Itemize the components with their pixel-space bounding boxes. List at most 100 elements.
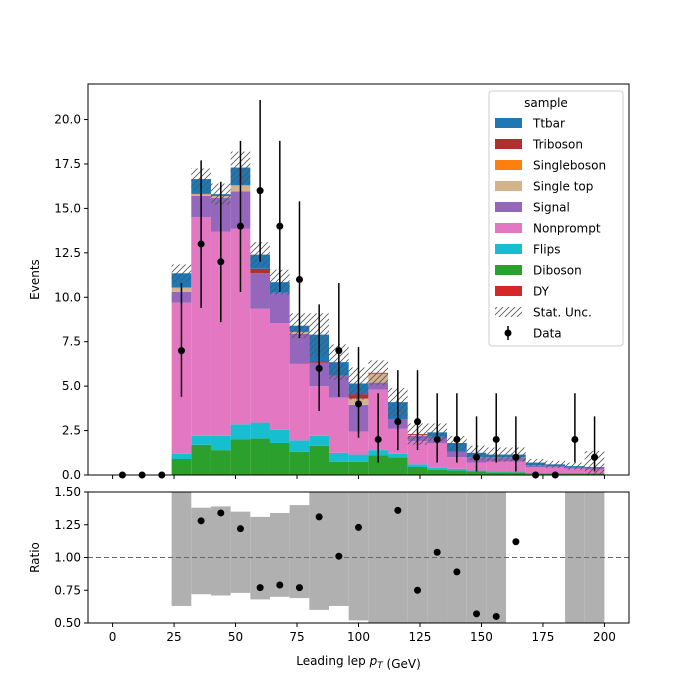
legend-swatch-stat-unc: [495, 307, 522, 317]
ratio-unc-band-5: [269, 512, 290, 597]
main-y-tick-label: 5.0: [62, 379, 81, 393]
data-point-3: [177, 347, 185, 355]
legend-label: Diboson: [533, 264, 582, 278]
ratio-unc-band-2: [210, 506, 231, 596]
data-point-7: [256, 187, 264, 195]
bar-flips-bin-5: [210, 435, 231, 451]
ratio-x-tick-label: 50: [228, 630, 243, 644]
bar-nonprompt-bin-8: [269, 323, 290, 430]
bar-nonprompt-bin-5: [210, 231, 231, 436]
legend-label: Signal: [533, 201, 570, 215]
legend-swatch-nonprompt: [495, 223, 522, 233]
bar-nonprompt-bin-19: [486, 461, 507, 472]
bar-diboson-bin-23: [565, 473, 585, 475]
ratio-unc-band-3: [230, 511, 251, 593]
ratio-point-0: [197, 517, 205, 525]
bar-nonprompt-bin-17: [447, 457, 467, 469]
bar-flips-bin-11: [328, 452, 349, 462]
bar-diboson-bin-10: [309, 445, 329, 475]
legend: sample Ttbar Triboson Singleboson Single top…: [488, 90, 624, 347]
data-point-12: [355, 400, 362, 408]
main-y-tick-label: 10.0: [54, 290, 81, 304]
ratio-y-tick-label: 1.00: [54, 551, 81, 565]
bar-diboson-bin-8: [269, 443, 290, 475]
bar-nonprompt-bin-23: [565, 468, 585, 474]
ratio-point-4: [276, 581, 284, 589]
bar-flips-bin-8: [269, 429, 290, 444]
ratio-y-tick-label: 1.25: [54, 518, 81, 532]
bar-diboson-bin-14: [388, 457, 408, 475]
legend-swatch-single-top: [495, 181, 522, 191]
data-point-13: [374, 435, 382, 443]
data-point-15: [414, 418, 422, 426]
bar-flips-bin-10: [309, 435, 329, 446]
bar-flips-bin-14: [388, 453, 408, 458]
main-y-tick-label: 15.0: [54, 201, 81, 215]
bar-signal-bin-7: [250, 273, 270, 309]
bar-diboson-bin-3: [171, 459, 192, 475]
ratio-x-tick-label: 150: [470, 630, 493, 644]
legend-swatch-data: [504, 329, 512, 337]
ratio-point-3: [256, 584, 264, 592]
ratio-x-tick-label: 25: [166, 630, 181, 644]
main-y-tick-label: 20.0: [54, 113, 81, 127]
bar-diboson-bin-4: [191, 444, 211, 475]
legend-title: sample: [524, 96, 568, 110]
bar-nonprompt-bin-12: [348, 431, 369, 455]
main-panel: 0.0 2.5 5.0 7.5 10.0 12.5 15.0 17.5 20.0 Events: [28, 83, 630, 482]
bar-diboson-bin-7: [250, 438, 270, 475]
data-point-23: [571, 435, 579, 443]
ratio-x-tick-label: 175: [531, 630, 554, 644]
bar-diboson-bin-6: [230, 439, 251, 475]
ratio-point-2: [236, 525, 244, 533]
ratio-y-axis-label: Ratio: [28, 542, 42, 573]
ratio-x-tick-label: 200: [593, 630, 616, 644]
data-point-9: [295, 276, 303, 283]
ratio-unc-band-0: [171, 492, 192, 606]
bar-diboson-bin-16: [427, 469, 448, 475]
bar-signal-bin-8: [269, 292, 290, 324]
bar-nonprompt-bin-15: [407, 441, 428, 465]
bar-signal-bin-13: [368, 382, 389, 390]
legend-swatch-ttbar: [495, 118, 522, 128]
bar-triboson-bin-7: [250, 268, 270, 274]
bar-nonprompt-bin-6: [230, 228, 251, 425]
ratio-point-6: [315, 513, 323, 521]
ratio-unc-band-8: [328, 492, 349, 606]
ratio-unc-band-11: [388, 492, 408, 623]
main-y-tick-label: 7.5: [62, 335, 81, 349]
ratio-point-8: [355, 523, 362, 531]
bar-diboson-bin-5: [210, 450, 231, 475]
bar-flips-bin-6: [230, 424, 251, 440]
legend-label: Flips: [533, 243, 560, 257]
bar-flips-bin-12: [348, 454, 369, 462]
data-point-19: [492, 435, 500, 443]
stat-unc-band-bin-22: [545, 460, 566, 468]
ratio-x-tick-label: 0: [109, 630, 117, 644]
bar-diboson-bin-11: [328, 461, 349, 475]
legend-label: Triboson: [532, 138, 583, 152]
main-y-tick-label: 17.5: [54, 157, 81, 171]
legend-swatch-singleboson: [495, 160, 522, 170]
bar-nonprompt-bin-22: [545, 467, 566, 474]
data-point-24: [591, 453, 599, 461]
ratio-unc-band-17: [565, 492, 585, 623]
ratio-x-tick-label: 125: [409, 630, 432, 644]
ratio-x-tick-label: 100: [347, 630, 370, 644]
main-y-tick-label: 12.5: [54, 246, 81, 260]
ratio-y-tick-label: 1.50: [54, 485, 81, 499]
ratio-unc-band-7: [309, 492, 329, 610]
data-point-17: [453, 435, 461, 443]
legend-swatch-dy: [495, 286, 522, 296]
ratio-point-13: [473, 610, 481, 618]
bar-diboson-bin-9: [289, 451, 310, 475]
bar-nonprompt-bin-21: [525, 467, 546, 474]
legend-label: Singleboson: [533, 159, 606, 173]
stat-unc-band-bin-21: [525, 459, 546, 467]
main-y-axis-label: Events: [28, 259, 42, 300]
legend-label: Single top: [533, 180, 593, 194]
ratio-point-12: [453, 568, 461, 576]
legend-swatch-diboson: [495, 265, 522, 275]
data-point-16: [433, 435, 441, 443]
